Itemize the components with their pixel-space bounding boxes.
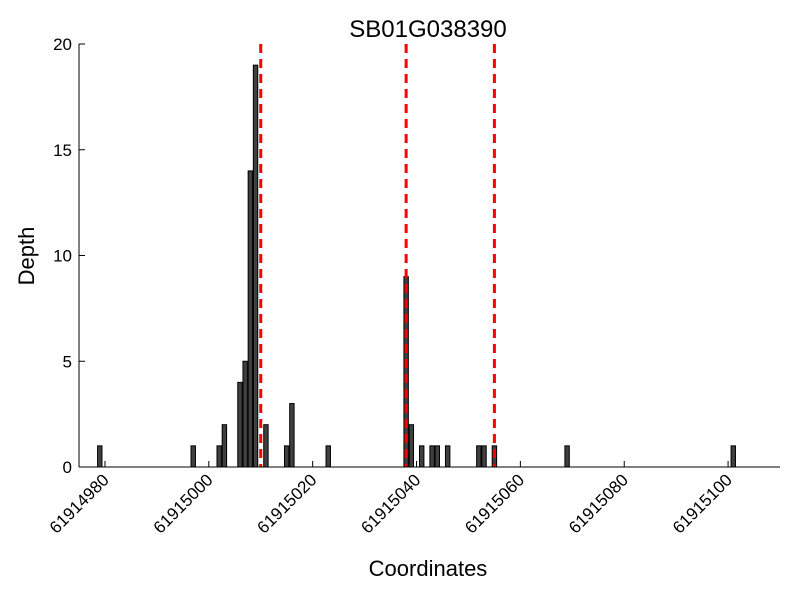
histogram-bar (434, 445, 440, 468)
histogram-bar (190, 445, 196, 468)
y-ticks-group: 0 5 10 15 20 (53, 35, 85, 477)
y-tick-label: 15 (53, 141, 72, 160)
y-axis-label: Depth (14, 227, 39, 286)
histogram-bar (325, 445, 331, 468)
histogram-bar (564, 445, 570, 468)
x-axis-label: Coordinates (369, 556, 488, 581)
histogram-bar (408, 424, 415, 468)
histogram-bar (252, 64, 259, 468)
histogram-bar (444, 445, 451, 468)
histogram-bar (429, 445, 435, 468)
x-tick-label: 61915000 (150, 470, 217, 537)
histogram-bar (476, 445, 482, 468)
histogram-bar (730, 445, 736, 468)
marker-lines-group (259, 44, 496, 467)
histogram-bar (221, 424, 228, 468)
x-tick-label: 61915080 (565, 470, 632, 537)
x-tick-label: 61914980 (46, 470, 113, 537)
y-tick-label: 10 (53, 247, 72, 266)
histogram-bar (419, 445, 425, 468)
histogram-bar (263, 424, 269, 468)
histogram-bar (283, 445, 290, 468)
x-tick-label: 61915020 (254, 470, 321, 537)
y-tick-label: 5 (63, 352, 72, 371)
axes-group (78, 44, 780, 468)
histogram-bar (97, 445, 103, 468)
y-tick-label: 20 (53, 35, 72, 54)
chart-title: SB01G038390 (349, 16, 506, 43)
histogram-bar (242, 360, 248, 468)
histogram-bar (289, 403, 295, 468)
bars-group (97, 64, 736, 468)
y-tick-label: 0 (63, 458, 72, 477)
histogram-bar (481, 445, 487, 468)
histogram-bar (216, 445, 222, 468)
histogram-bar (237, 381, 243, 468)
x-tick-label: 61915100 (669, 470, 736, 537)
x-tick-label: 61915060 (461, 470, 528, 537)
x-ticks-group: 61914980 61915000 61915020 61915040 61915060… (46, 461, 736, 537)
x-tick-label: 61915040 (357, 470, 424, 537)
histogram-bar (247, 170, 254, 468)
